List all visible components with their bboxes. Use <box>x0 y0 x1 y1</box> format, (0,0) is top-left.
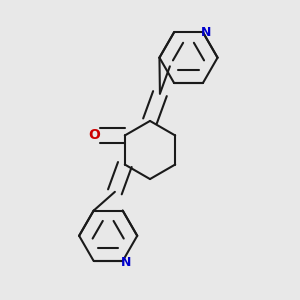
Text: N: N <box>121 256 131 269</box>
Text: O: O <box>88 128 100 142</box>
Text: N: N <box>201 26 211 39</box>
